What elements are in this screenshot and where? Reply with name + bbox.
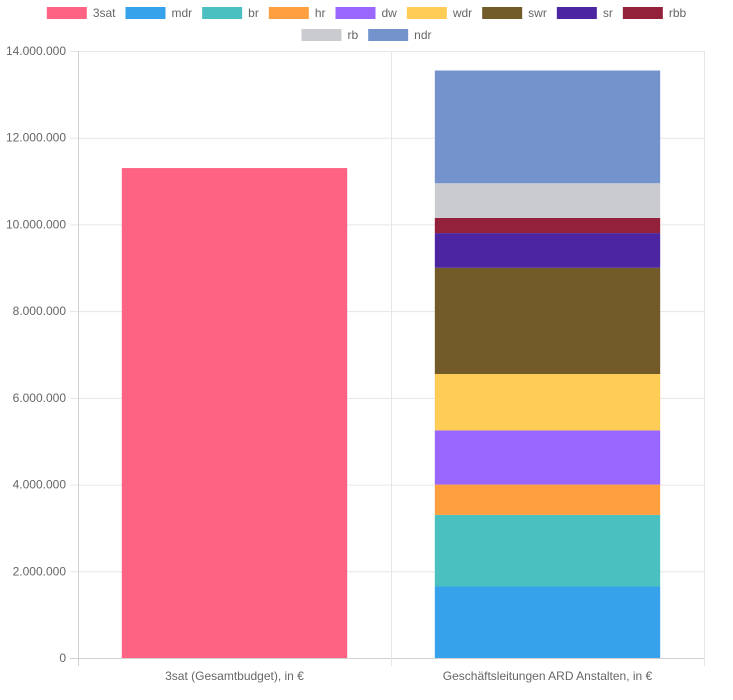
legend-label-3sat: 3sat [93,6,116,20]
y-axis: 0 2.000.000 4.000.000 6.000.000 8.000.000 10.… [6,44,66,665]
bar-3sat[interactable] [121,168,348,659]
legend-item-swr[interactable]: swr [482,6,547,20]
bar-sr[interactable] [434,233,661,268]
legend-swatch-dw [335,7,376,19]
chart-bars [121,70,661,659]
y-tick-label: 4.000.000 [13,478,67,492]
bar-wdr[interactable] [434,374,661,431]
y-tick-label: 0 [59,651,66,665]
legend-label-br: br [248,6,259,20]
legend-label-sr: sr [603,6,613,20]
bar-mdr[interactable] [434,586,661,658]
legend-label-mdr: mdr [171,6,192,20]
x-axis: 3sat (Gesamtbudget), in € Geschäftsleitun… [165,669,652,683]
legend-item-rb[interactable]: rb [301,28,358,42]
legend-item-mdr[interactable]: mdr [125,6,192,20]
legend-swatch-rb [301,29,342,41]
legend-label-rb: rb [347,28,358,42]
legend-item-wdr[interactable]: wdr [406,6,472,20]
legend-swatch-rbb [622,7,663,19]
y-tick-label: 6.000.000 [13,391,67,405]
legend-item-hr[interactable]: hr [268,6,326,20]
legend-swatch-sr [556,7,597,19]
y-tick-label: 14.000.000 [6,44,66,58]
y-tick-label: 8.000.000 [13,304,67,318]
bar-ndr[interactable] [434,70,661,184]
y-tick-label: 12.000.000 [6,131,66,145]
legend-item-ndr[interactable]: ndr [368,28,432,42]
y-tick-label: 10.000.000 [6,217,66,231]
bar-rb[interactable] [434,183,661,218]
y-tick-label: 2.000.000 [13,564,67,578]
legend-swatch-3sat [46,7,87,19]
bar-dw[interactable] [434,430,661,485]
legend-swatch-ndr [368,29,409,41]
legend-swatch-br [202,7,243,19]
legend-item-dw[interactable]: dw [335,6,398,20]
legend-swatch-hr [268,7,309,19]
legend-swatch-wdr [406,7,447,19]
x-tick-label: 3sat (Gesamtbudget), in € [165,669,304,683]
legend-item-rbb[interactable]: rbb [622,6,687,20]
bar-br[interactable] [434,514,661,587]
legend-item-br[interactable]: br [202,6,259,20]
legend-label-hr: hr [315,6,326,20]
bar-swr[interactable] [434,267,661,375]
chart-legend[interactable]: 3sat mdr br hr dw wdr swr sr rbb rb ndr [46,6,687,42]
legend-label-dw: dw [382,6,398,20]
legend-label-rbb: rbb [669,6,687,20]
bar-hr[interactable] [434,484,661,515]
legend-label-swr: swr [528,6,547,20]
legend-swatch-mdr [125,7,166,19]
legend-label-ndr: ndr [414,28,431,42]
legend-item-sr[interactable]: sr [556,6,613,20]
legend-label-wdr: wdr [452,6,472,20]
legend-item-3sat[interactable]: 3sat [46,6,116,20]
x-tick-label: Geschäftsleitungen ARD Anstalten, in € [443,669,653,683]
bar-rbb[interactable] [434,217,661,234]
legend-swatch-swr [482,7,523,19]
